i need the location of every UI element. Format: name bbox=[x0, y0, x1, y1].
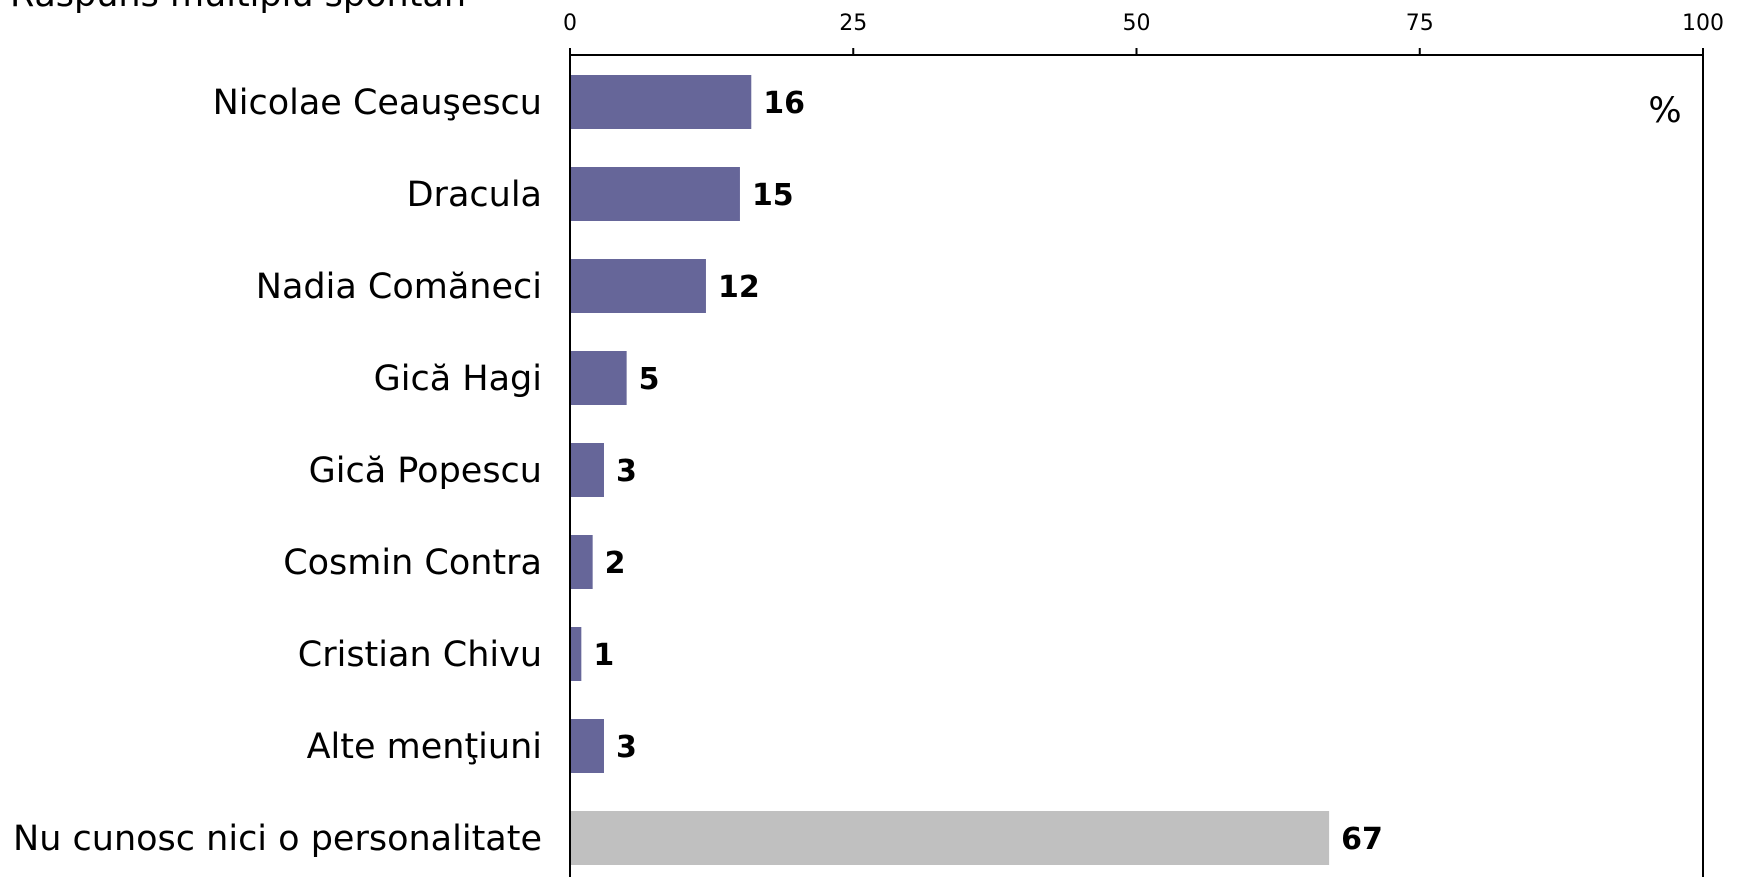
data-label: 3 bbox=[616, 454, 637, 489]
bar bbox=[571, 811, 1330, 865]
category-label: Gică Hagi bbox=[374, 359, 542, 399]
x-tick-label: 100 bbox=[1682, 11, 1724, 36]
data-label: 2 bbox=[605, 546, 626, 581]
data-label: 3 bbox=[616, 730, 637, 765]
x-tick-label: 75 bbox=[1406, 11, 1434, 36]
x-tick-label: 0 bbox=[563, 11, 577, 36]
bar bbox=[571, 627, 582, 681]
category-label: Nu cunosc nici o personalitate bbox=[13, 819, 542, 859]
data-label: 5 bbox=[639, 362, 660, 397]
bar bbox=[571, 351, 627, 405]
x-tick-label: 25 bbox=[839, 11, 867, 36]
unit-label: % bbox=[1648, 91, 1681, 131]
data-label: 15 bbox=[752, 178, 794, 213]
data-label: 1 bbox=[593, 638, 614, 673]
category-label: Nadia Comăneci bbox=[256, 267, 542, 307]
bar bbox=[571, 75, 752, 129]
category-label: Cosmin Contra bbox=[283, 543, 542, 583]
x-tick-label: 50 bbox=[1123, 11, 1151, 36]
bar bbox=[571, 535, 593, 589]
bars bbox=[571, 75, 1330, 865]
category-label: Dracula bbox=[407, 175, 542, 215]
bar bbox=[571, 259, 706, 313]
category-label: Nicolae Ceauşescu bbox=[213, 83, 542, 123]
chart-note: Răspuns multiplu spontan bbox=[10, 0, 466, 15]
data-label: 12 bbox=[718, 270, 760, 305]
category-label: Alte menţiuni bbox=[307, 727, 542, 767]
axes: 0 25 50 75 100 bbox=[563, 11, 1724, 877]
bar bbox=[571, 443, 604, 497]
data-label: 16 bbox=[763, 86, 805, 121]
category-label: Cristian Chivu bbox=[298, 635, 542, 675]
bar bbox=[571, 167, 740, 221]
bar bbox=[571, 719, 604, 773]
data-label: 67 bbox=[1341, 822, 1383, 857]
category-label: Gică Popescu bbox=[309, 451, 542, 491]
